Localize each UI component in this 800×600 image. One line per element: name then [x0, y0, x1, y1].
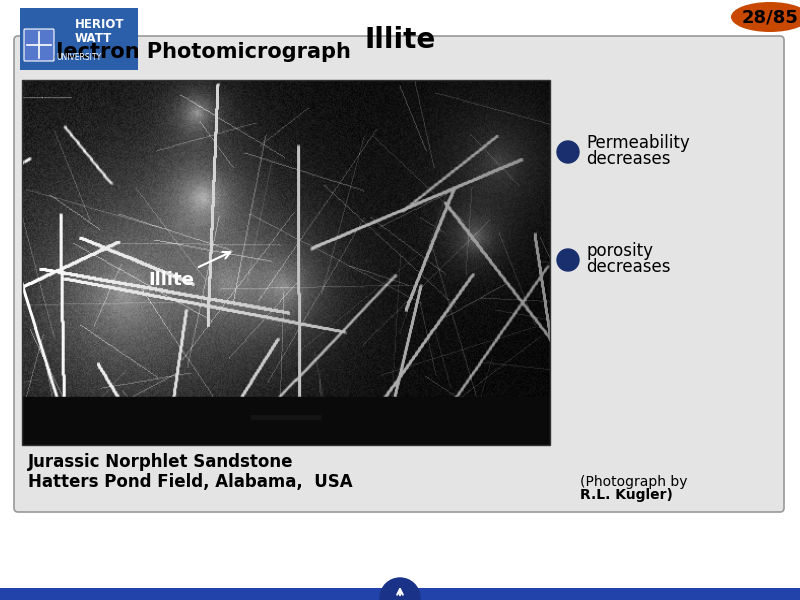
Circle shape — [557, 249, 579, 271]
Text: UNIVERSITY: UNIVERSITY — [56, 53, 101, 62]
Text: decreases: decreases — [586, 150, 670, 168]
Text: 28/85: 28/85 — [742, 8, 798, 26]
Ellipse shape — [731, 2, 800, 32]
Text: HERIOT: HERIOT — [75, 17, 125, 31]
Text: Illite: Illite — [148, 252, 230, 289]
Text: Permeability: Permeability — [586, 134, 690, 152]
Text: Electron Photomicrograph: Electron Photomicrograph — [42, 42, 351, 62]
Bar — [20, 8, 138, 70]
Bar — [0, 588, 800, 600]
FancyBboxPatch shape — [14, 36, 784, 512]
Text: porosity: porosity — [586, 242, 653, 260]
Text: (Photograph by: (Photograph by — [580, 475, 687, 489]
Text: decreases: decreases — [586, 258, 670, 276]
Text: Jurassic Norphlet Sandstone: Jurassic Norphlet Sandstone — [28, 453, 294, 471]
FancyBboxPatch shape — [24, 29, 54, 61]
Bar — [22, 80, 550, 445]
Text: Illite: Illite — [364, 26, 436, 54]
Circle shape — [380, 578, 420, 600]
Text: Hatters Pond Field, Alabama,  USA: Hatters Pond Field, Alabama, USA — [28, 473, 353, 491]
Text: WATT: WATT — [75, 31, 112, 44]
Circle shape — [557, 141, 579, 163]
Text: R.L. Kugler): R.L. Kugler) — [580, 488, 673, 502]
